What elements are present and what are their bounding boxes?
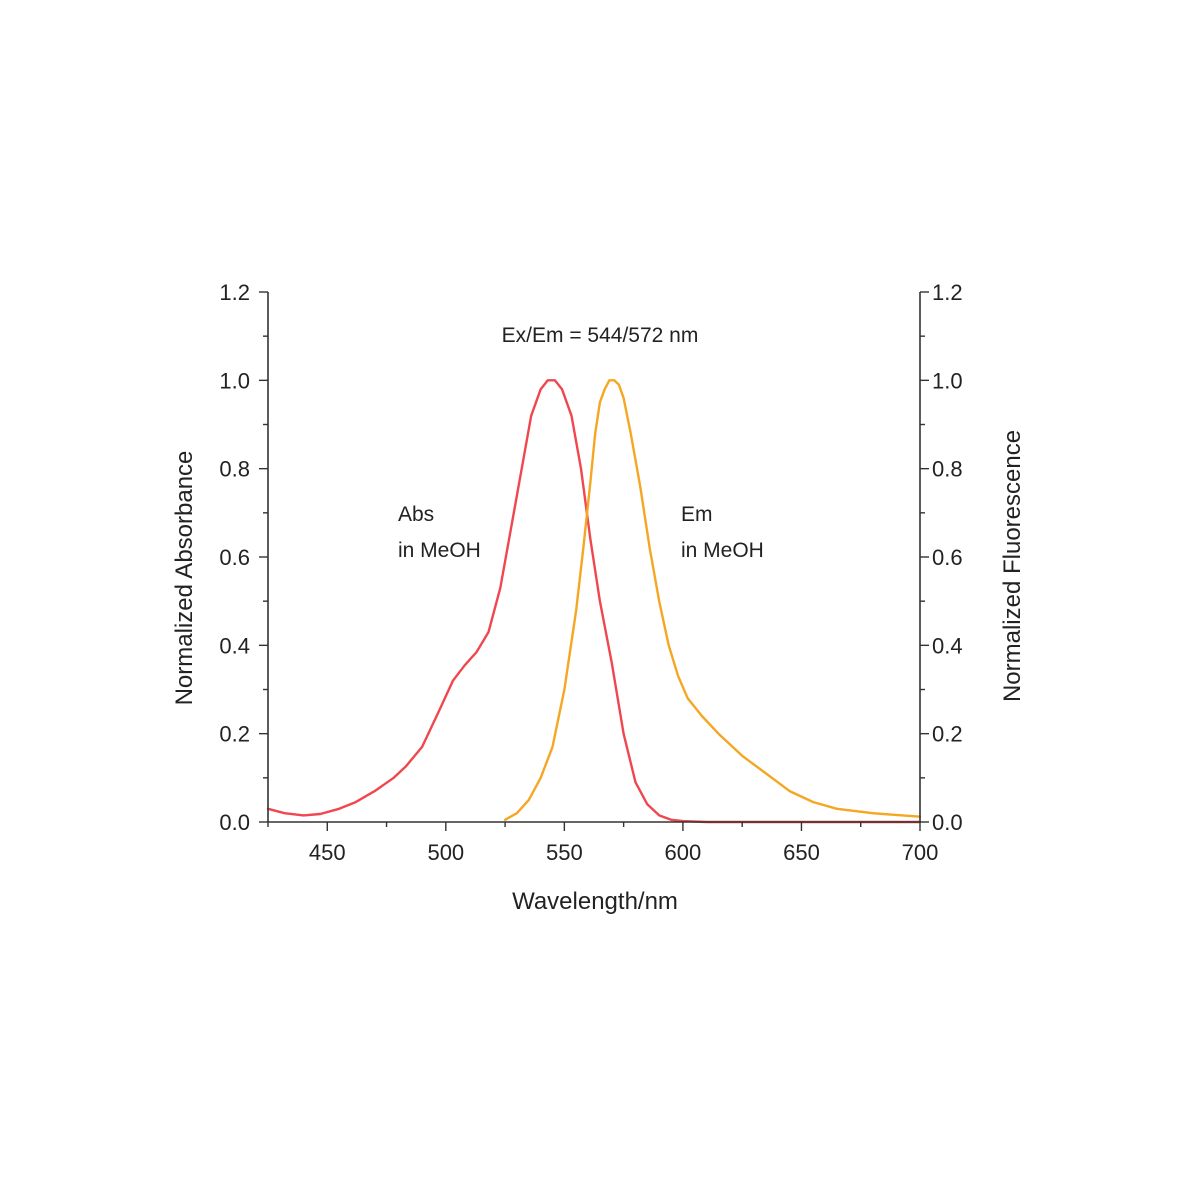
- x-tick-label: 550: [546, 840, 583, 865]
- x-tick-label: 600: [665, 840, 702, 865]
- right-y-tick-label: 0.4: [932, 633, 963, 658]
- right-y-tick-label: 0.0: [932, 810, 963, 835]
- right-y-tick-label: 0.8: [932, 457, 963, 482]
- labels-layer: Ex/Em = 544/572 nm Abs in MeOH Em in MeO…: [171, 324, 1026, 915]
- right-y-tick-label: 0.2: [932, 722, 963, 747]
- x-tick-label: 450: [309, 840, 346, 865]
- left-y-tick-label: 0.6: [219, 545, 250, 570]
- left-y-tick-label: 1.2: [219, 280, 250, 305]
- ex-em-annotation: Ex/Em = 544/572 nm: [502, 324, 699, 347]
- right-y-tick-label: 0.6: [932, 545, 963, 570]
- em-annotation-line2: in MeOH: [681, 539, 764, 562]
- left-y-axis-title: Normalized Absorbance: [171, 451, 198, 706]
- left-y-tick-label: 0.2: [219, 722, 250, 747]
- x-tick-label: 650: [783, 840, 820, 865]
- left-y-tick-label: 0.0: [219, 810, 250, 835]
- series-line-0: [266, 379, 922, 824]
- abs-annotation-line1: Abs: [398, 503, 434, 526]
- right-y-tick-label: 1.2: [932, 280, 963, 305]
- right-y-tick-label: 1.0: [932, 368, 963, 393]
- left-y-tick-label: 0.8: [219, 457, 250, 482]
- left-y-tick-label: 0.4: [219, 633, 250, 658]
- axes-layer: 450 500 550 600 650 700 0.0 0.0 0.2 0.2 0.4 0.4 0.6 0…: [219, 280, 962, 865]
- series-line-1: [503, 379, 922, 821]
- abs-annotation-line2: in MeOH: [398, 539, 481, 562]
- x-tick-label: 700: [902, 840, 939, 865]
- series-layer: [266, 379, 922, 824]
- x-tick-label: 500: [427, 840, 464, 865]
- x-axis-title: Wavelength/nm: [512, 888, 678, 915]
- left-y-tick-label: 1.0: [219, 368, 250, 393]
- em-annotation-line1: Em: [681, 503, 713, 526]
- right-y-axis-title: Normalized Fluorescence: [999, 430, 1026, 702]
